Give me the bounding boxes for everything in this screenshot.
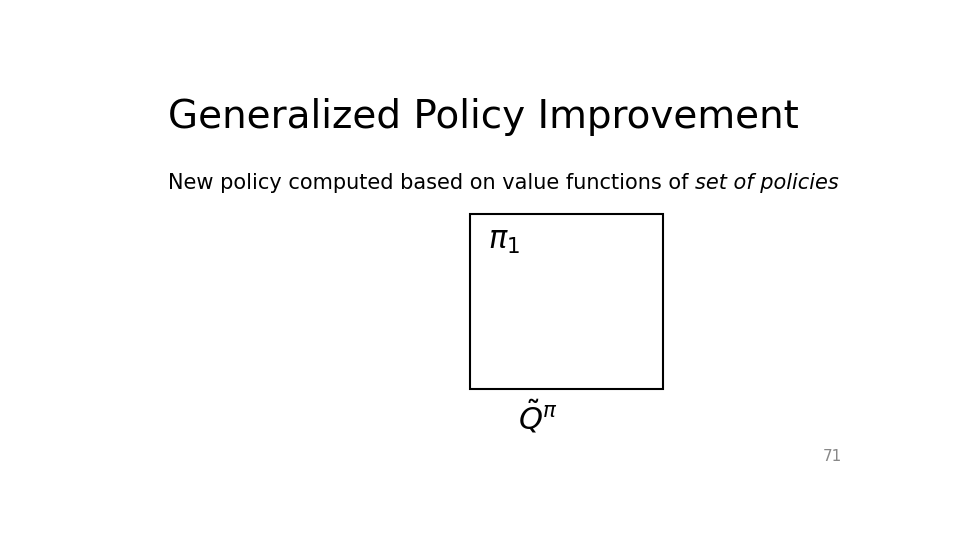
Text: New policy computed based on value functions of: New policy computed based on value funct… <box>168 173 695 193</box>
Text: set of policies: set of policies <box>695 173 839 193</box>
Bar <box>469 214 663 389</box>
Text: $\pi_1$: $\pi_1$ <box>489 225 520 256</box>
Text: $\tilde{Q}^{\pi}$: $\tilde{Q}^{\pi}$ <box>518 400 558 437</box>
Text: 71: 71 <box>823 449 842 464</box>
Text: Generalized Policy Improvement: Generalized Policy Improvement <box>168 98 799 136</box>
